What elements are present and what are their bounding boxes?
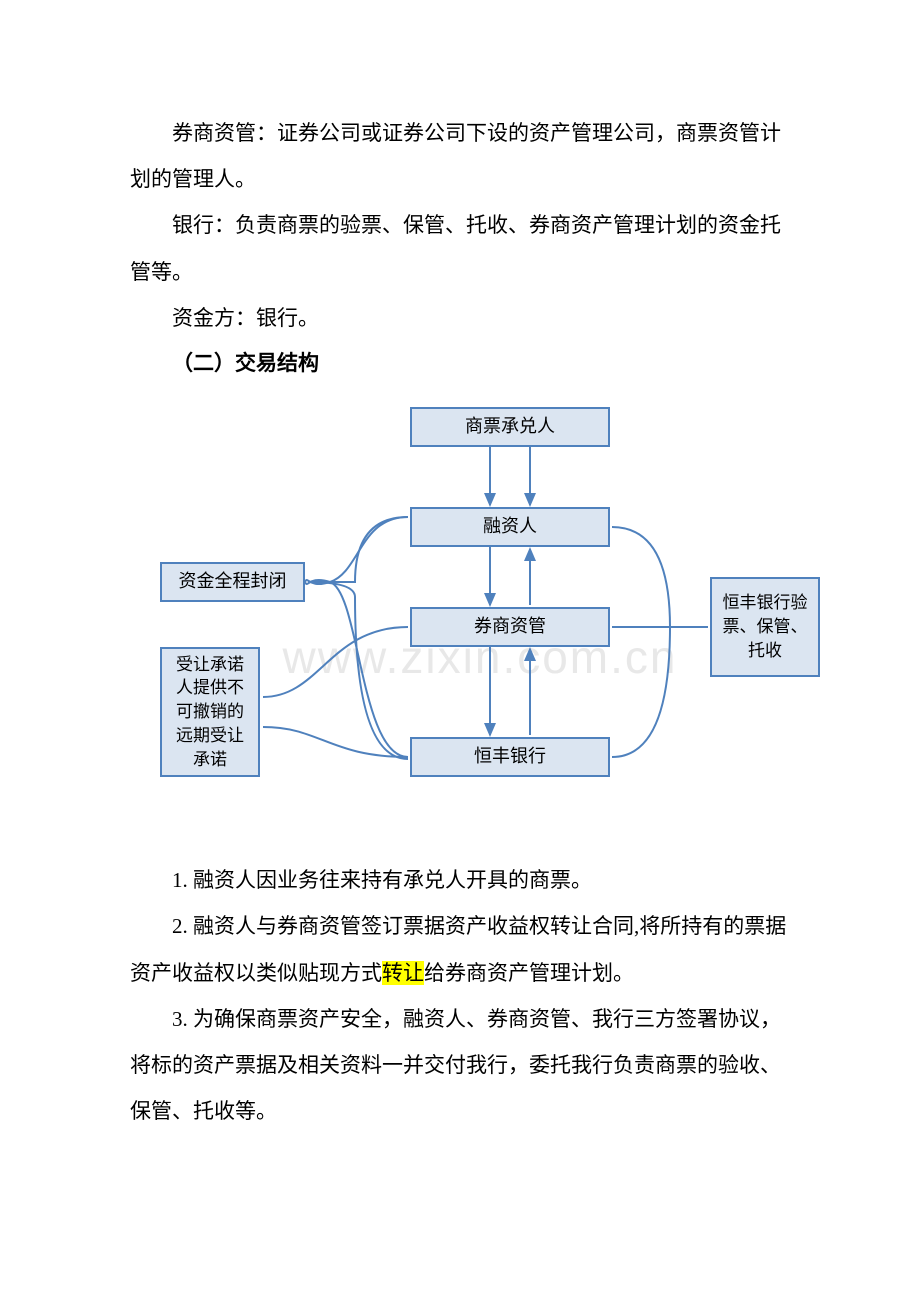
transaction-structure-diagram: www.zixin.com.cn [130,397,830,827]
node-financier: 融资人 [410,507,610,547]
node-bank: 恒丰银行 [410,737,610,777]
paragraph-5-b: 给券商资产管理计划。 [424,961,634,985]
node-bank-service-label: 恒丰银行验票、保管、托收 [720,591,810,662]
paragraph-4: 1. 融资人因业务往来持有承兑人开具的商票。 [130,857,790,903]
node-asset-mgmt: 券商资管 [410,607,610,647]
node-acceptor-label: 商票承兑人 [465,407,555,447]
paragraph-3: 资金方：银行。 [130,295,790,341]
node-bank-label: 恒丰银行 [474,737,546,777]
node-promise: 受让承诺人提供不可撤销的远期受让承诺 [160,647,260,777]
node-asset-mgmt-label: 券商资管 [474,607,546,647]
paragraph-6: 3. 为确保商票资产安全，融资人、券商资管、我行三方签署协议，将标的资产票据及相… [130,996,790,1135]
heading-2: （二）交易结构 [130,341,790,387]
node-financier-label: 融资人 [483,507,537,547]
node-fund-closed: 资金全程封闭 [160,562,305,602]
node-acceptor: 商票承兑人 [410,407,610,447]
paragraph-5: 2. 融资人与券商资管签订票据资产收益权转让合同,将所持有的票据资产收益权以类似… [130,903,790,995]
paragraph-2: 银行：负责商票的验票、保管、托收、券商资产管理计划的资金托管等。 [130,202,790,294]
node-promise-label: 受让承诺人提供不可撤销的远期受让承诺 [170,653,250,772]
node-fund-closed-label: 资金全程封闭 [179,562,287,602]
paragraph-5-highlight: 转让 [382,961,424,985]
paragraph-1: 券商资管：证券公司或证券公司下设的资产管理公司，商票资管计划的管理人。 [130,110,790,202]
node-bank-service: 恒丰银行验票、保管、托收 [710,577,820,677]
